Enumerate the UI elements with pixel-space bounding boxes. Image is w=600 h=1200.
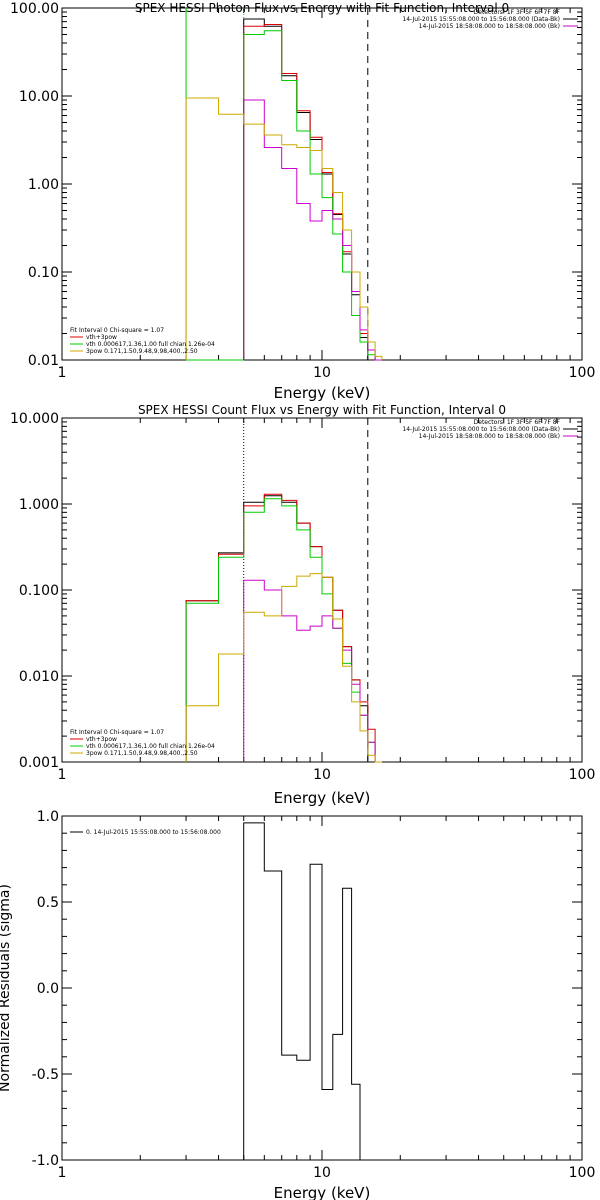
x-tick-label: 100 bbox=[569, 1165, 596, 1181]
y-tick-label: 1.0 bbox=[37, 809, 59, 825]
series-line-3 bbox=[243, 579, 382, 763]
chart-count: SPEX HESSI Count Flux vs Energy with Fit… bbox=[10, 403, 595, 807]
series-line-0 bbox=[185, 495, 369, 762]
fit-legend-text: vth+3pow bbox=[86, 736, 117, 743]
fit-legend-text: 3pow 0.171,1.50,9.48,9.98,400.,2.50 bbox=[86, 750, 198, 757]
y-tick-label: -1.0 bbox=[32, 1153, 59, 1169]
series-line-0 bbox=[243, 822, 368, 1161]
y-tick-label: 1.00 bbox=[28, 177, 59, 193]
info-legend-text: 14-Jul-2015 18:58:08.000 to 18:58:08.000… bbox=[419, 23, 560, 30]
y-tick-label: 0.001 bbox=[19, 755, 59, 771]
y-tick-label: 0.100 bbox=[19, 583, 59, 599]
chart-residuals: 1 10 100 -1.0 -0.5 0.0 0.5 1.0 Energy (keV) Norma… bbox=[0, 809, 595, 1200]
fit-legend-text: vth 0.000617,1.36,1.00 full chian 1.26e-… bbox=[86, 743, 215, 750]
fit-legend-text: vth 0.000617,1.36,1.00 full chian 1.26e-… bbox=[86, 341, 215, 348]
x-tick-label: 10 bbox=[313, 767, 331, 783]
info-legend-text: 0. 14-Jul-2015 15:55:08.000 to 15:56:08.… bbox=[86, 829, 221, 836]
x-tick-label: 100 bbox=[569, 767, 596, 783]
chart-photon: SPEX HESSI Photon Flux vs Energy with Fi… bbox=[10, 1, 595, 402]
info-legend-text: Detectors: 1F 3F 5F 6F 7F 8F bbox=[474, 419, 561, 426]
series-line-1 bbox=[185, 493, 382, 763]
series-line-2 bbox=[186, 30, 382, 361]
x-tick-label: 10 bbox=[313, 365, 331, 381]
y-tick-label: 0.010 bbox=[19, 669, 59, 685]
info-legend-text: 14-Jul-2015 18:58:08.000 to 18:58:08.000… bbox=[419, 433, 560, 440]
y-axis-label: Normalized Residuals (sigma) bbox=[0, 884, 13, 1092]
info-legend-text: 14-Jul-2015 15:55:08.000 to 15:56:08.000… bbox=[402, 426, 560, 433]
series-line-1 bbox=[243, 24, 382, 361]
x-tick-label: 1 bbox=[58, 365, 67, 381]
y-tick-label: 0.10 bbox=[28, 265, 59, 281]
info-legend-text: Detectors: 1F 3F 5F 6F 7F 8F bbox=[474, 9, 561, 16]
y-tick-label: 10.00 bbox=[19, 89, 59, 105]
y-tick-label: 1.000 bbox=[19, 497, 59, 513]
x-tick-label: 100 bbox=[569, 365, 596, 381]
x-tick-label: 1 bbox=[58, 1165, 67, 1181]
y-tick-label: 0.0 bbox=[37, 981, 59, 997]
fit-legend-text: 3pow 0.171,1.50,9.48,9.98,400.,2.50 bbox=[86, 348, 198, 355]
x-axis-label: Energy (keV) bbox=[274, 384, 371, 402]
y-tick-label: 100.00 bbox=[10, 1, 59, 17]
fit-legend-text: Fit Interval 0 Chi-square = 1.07 bbox=[70, 327, 164, 334]
info-legend-text: 14-Jul-2015 15:55:08.000 to 15:56:08.000… bbox=[402, 16, 560, 23]
x-axis-label: Energy (keV) bbox=[274, 789, 371, 807]
series-line-4 bbox=[185, 573, 382, 763]
x-tick-label: 1 bbox=[58, 767, 67, 783]
chart-title: SPEX HESSI Count Flux vs Energy with Fit… bbox=[138, 403, 506, 417]
series-line-4 bbox=[185, 97, 383, 360]
y-tick-label: -0.5 bbox=[32, 1067, 59, 1083]
series-line-0 bbox=[243, 18, 369, 360]
y-tick-label: 10.000 bbox=[10, 411, 59, 427]
y-tick-label: 0.5 bbox=[37, 895, 59, 911]
x-tick-label: 10 bbox=[313, 1165, 331, 1181]
fit-legend-text: vth+3pow bbox=[86, 334, 117, 341]
fit-legend-text: Fit Interval 0 Chi-square = 1.07 bbox=[70, 729, 164, 736]
x-axis-label: Energy (keV) bbox=[274, 1184, 371, 1200]
series-line-2 bbox=[185, 498, 382, 763]
y-tick-label: 0.01 bbox=[28, 353, 59, 369]
